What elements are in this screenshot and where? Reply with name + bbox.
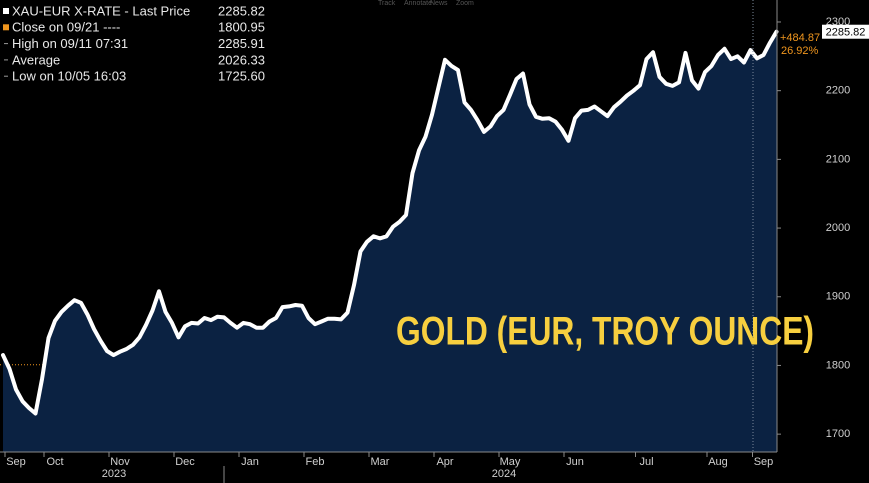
legend-label: Low on 10/05 16:03 — [12, 69, 126, 84]
y-tick-label: 1900 — [826, 291, 850, 303]
legend-value: 2285.91 — [218, 36, 265, 51]
line — [1, 29, 779, 416]
last-price-label: 2285.82 — [826, 27, 866, 39]
legend-marker — [3, 8, 9, 14]
x-tick-label: Nov — [110, 456, 130, 468]
plot-area — [0, 0, 779, 452]
y-tick-label: 1800 — [826, 359, 850, 371]
legend-value: 1725.60 — [218, 69, 265, 84]
y-tick-label: 2100 — [826, 153, 850, 165]
x-tick-label: Sep — [6, 456, 26, 468]
change-label: +484.87 — [780, 32, 820, 44]
x-tick-label: Jul — [639, 456, 653, 468]
x-tick-label: May — [500, 456, 521, 468]
x-tick-label: Jan — [241, 456, 259, 468]
x-tick-label: Mar — [371, 456, 390, 468]
legend-value: 1800.95 — [218, 20, 265, 35]
legend-label: Close on 09/21 ---- — [12, 20, 120, 35]
y-tick-label: 2200 — [826, 85, 850, 97]
legend-label: XAU-EUR X-RATE - Last Price — [12, 3, 190, 18]
y-tick-label: 1700 — [826, 428, 850, 440]
x-tick-label: Dec — [175, 456, 195, 468]
legend-box — [0, 0, 270, 86]
area — [3, 31, 777, 452]
toolbar-button[interactable]: Annotate — [404, 0, 432, 7]
x-tick-label: Jun — [566, 456, 584, 468]
annotation: GOLD (EUR, TROY OUNCE) — [396, 310, 814, 354]
x-tick-label: Sep — [754, 456, 774, 468]
legend-marker — [3, 24, 9, 31]
x-tick-label: Apr — [436, 456, 453, 468]
change-percent-label: 26.92% — [781, 45, 819, 57]
toolbar-button[interactable]: News — [430, 0, 448, 7]
x-group-label: 2023 — [102, 468, 126, 480]
y-tick-label: 2000 — [826, 222, 850, 234]
toolbar-button[interactable]: Zoom — [456, 0, 474, 7]
legend-label: High on 09/11 07:31 — [12, 36, 128, 51]
x-tick-label: Aug — [708, 456, 728, 468]
toolbar-button[interactable]: Track — [378, 0, 396, 7]
legend-value: 2285.82 — [218, 3, 265, 18]
x-tick-label: Feb — [306, 456, 325, 468]
x-tick-label: Oct — [46, 456, 63, 468]
x-group-label: 2024 — [492, 468, 516, 480]
legend-label: Average — [12, 52, 60, 67]
legend-value: 2026.33 — [218, 52, 265, 67]
last-price-tag — [822, 24, 869, 39]
